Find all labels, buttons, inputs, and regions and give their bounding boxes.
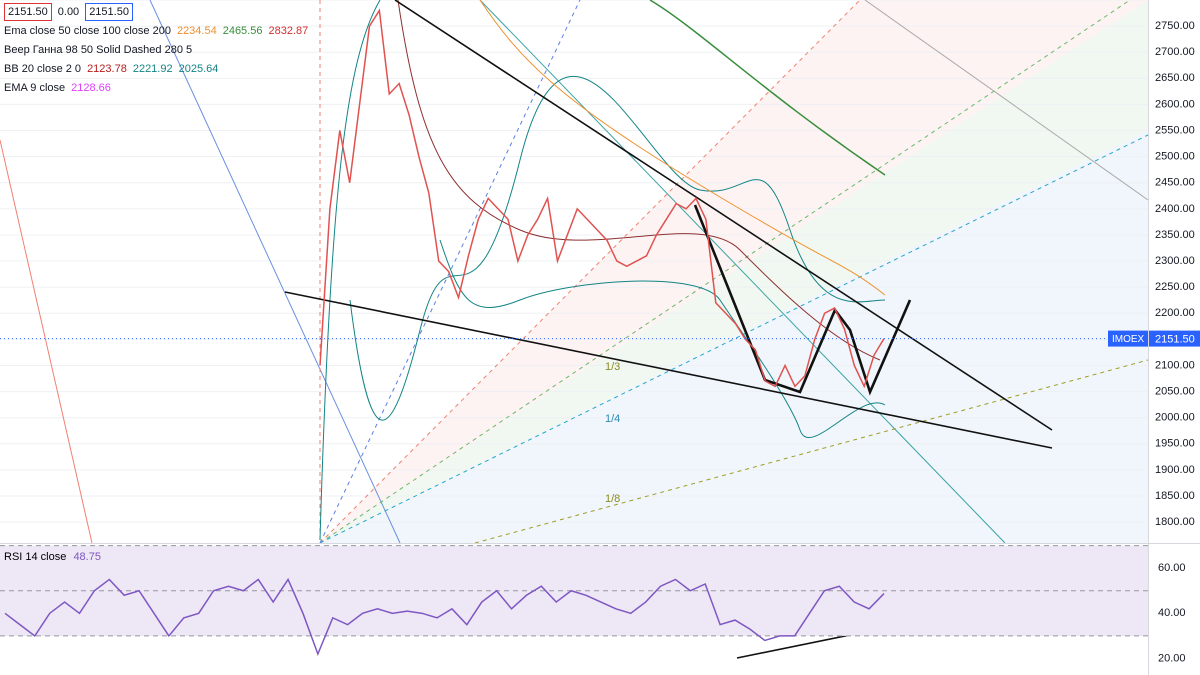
y-tick-label: 1950.00 xyxy=(1155,438,1195,450)
y-tick-label: 2750.00 xyxy=(1155,20,1195,32)
y-tick-label: 2200.00 xyxy=(1155,307,1195,319)
y-tick-label: 1850.00 xyxy=(1155,490,1195,502)
rsi-title: RSI 14 close xyxy=(4,551,67,563)
price-tag xyxy=(1149,330,1200,347)
legend-value: 2123.78 xyxy=(87,63,127,75)
y-tick-label: 2100.00 xyxy=(1155,359,1195,371)
fan-zone xyxy=(320,130,1148,543)
legend-value: 2025.64 xyxy=(178,63,219,75)
y-tick-label: 2400.00 xyxy=(1155,203,1195,215)
legend-value: 2221.92 xyxy=(132,63,173,75)
price-label: 2151.50 xyxy=(1155,333,1195,345)
legend-label: Веер Ганна 98 50 Solid Dashed 280 5 xyxy=(4,44,193,56)
legend-value: 2128.66 xyxy=(71,82,111,94)
fan-line xyxy=(319,134,1149,544)
y-tick-label: 2000.00 xyxy=(1155,412,1195,424)
y-tick-label: 2350.00 xyxy=(1155,229,1195,241)
ema-50 xyxy=(479,0,886,296)
legend-row: Ema close 50 close 100 close 200 2234.54 2… xyxy=(4,22,314,41)
drawings xyxy=(0,0,1149,659)
rsi-value: 48.75 xyxy=(73,551,101,563)
price-line xyxy=(319,8,885,389)
fan-line xyxy=(319,0,1131,544)
price-box: 2151.50 xyxy=(85,3,133,21)
rsi-legend: RSI 14 close 48.75 xyxy=(4,551,101,563)
fan-label: 1/3 xyxy=(605,361,620,373)
legend-row: EMA 9 close 2128.66 xyxy=(4,79,314,98)
legend-value: 2234.54 xyxy=(176,25,217,37)
price-line xyxy=(4,577,885,657)
pattern-drawing xyxy=(693,204,912,396)
price-box: 2151.50 xyxy=(4,3,52,21)
legend-row: Веер Ганна 98 50 Solid Dashed 280 5 xyxy=(4,41,314,60)
y-tick-label: 2700.00 xyxy=(1155,46,1195,58)
y-tick-label: 2600.00 xyxy=(1155,98,1195,110)
legend-label: BB 20 close 2 0 xyxy=(4,63,82,75)
y-tick-label: 40.00 xyxy=(1158,607,1186,619)
legend: 2151.50 0.00 2151.50 Ema close 50 close 10… xyxy=(4,3,314,98)
legend-value: 2832.87 xyxy=(268,25,309,37)
y-tick-label: 2250.00 xyxy=(1155,281,1195,293)
trend-line xyxy=(0,139,93,544)
y-tick-label: 1900.00 xyxy=(1155,464,1195,476)
legend-row: BB 20 close 2 0 2123.78 2221.92 2025.64 xyxy=(4,60,314,79)
y-tick-label: 60.00 xyxy=(1158,562,1186,574)
y-tick-label: 2050.00 xyxy=(1155,385,1195,397)
ema-100 xyxy=(649,0,886,176)
fan-label: 1/8 xyxy=(605,493,620,505)
y-tick-label: 2500.00 xyxy=(1155,151,1195,163)
y-tick-label: 2450.00 xyxy=(1155,177,1195,189)
bb-lower xyxy=(439,239,886,438)
legend-label: Ema close 50 close 100 close 200 xyxy=(4,25,171,37)
legend-label: EMA 9 close xyxy=(4,82,66,94)
symbol-label: IMOEX xyxy=(1112,334,1145,345)
y-tick-label: 2550.00 xyxy=(1155,124,1195,136)
y-tick-label: 2300.00 xyxy=(1155,255,1195,267)
trend-line xyxy=(394,0,1053,431)
trend-line xyxy=(284,291,1053,449)
header: 2151.50 0.00 2151.50 xyxy=(4,3,314,22)
symbol-tag xyxy=(1108,330,1148,347)
bb-upper xyxy=(319,0,381,541)
y-tick-label: 1800.00 xyxy=(1155,516,1195,528)
fan-label: 1/4 xyxy=(605,413,620,425)
trend-line xyxy=(864,0,1149,201)
trend-line xyxy=(149,0,401,544)
legend-value: 2465.56 xyxy=(222,25,263,37)
trend-line xyxy=(479,0,1006,544)
y-tick-label: 2650.00 xyxy=(1155,72,1195,84)
bb-band xyxy=(349,75,886,421)
bb-basis xyxy=(397,0,881,361)
price-box: 0.00 xyxy=(57,6,80,18)
y-tick-label: 20.00 xyxy=(1158,652,1186,664)
